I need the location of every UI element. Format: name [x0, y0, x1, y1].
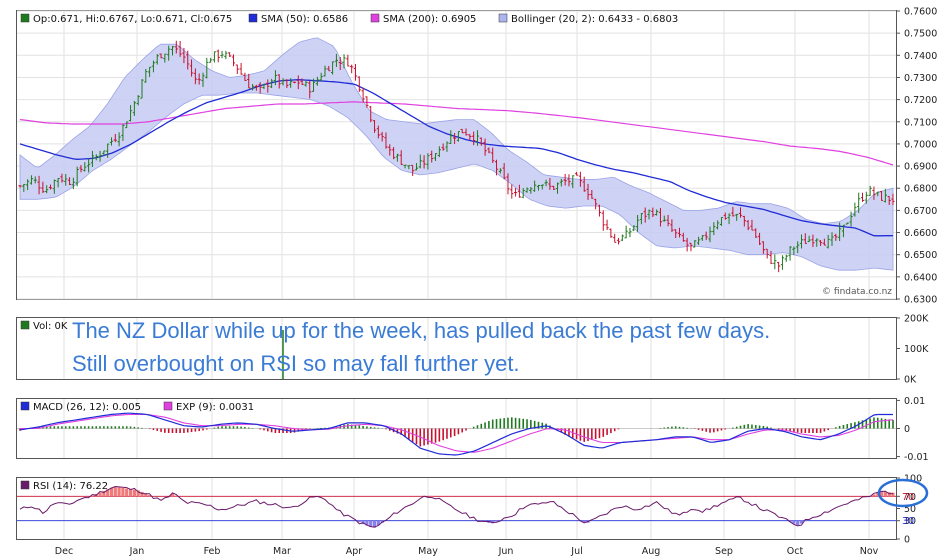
price-tick-label: 0.6500 — [904, 250, 937, 261]
price-tick-label: 0.6900 — [904, 162, 937, 173]
volume-tick-label: 100K — [904, 344, 929, 355]
ohlc-legend: Op:0.671, Hi:0.6767, Lo:0.671, Cl:0.675 — [33, 14, 232, 25]
axis-labels: 0.7600 0.7500 0.7400 0.7300 0.7200 0.7100 0.70… — [55, 7, 937, 558]
macd-tick-label: 0 — [904, 424, 910, 435]
annotation-line-2: Still overbought on RSI so may fall furt… — [72, 351, 520, 376]
rsi-series — [17, 485, 896, 528]
price-tick-label: 0.7600 — [904, 7, 937, 18]
macd-tick-label: -0.01 — [904, 452, 929, 463]
month-label: Jun — [498, 546, 514, 557]
sma50-legend-swatch — [248, 13, 258, 23]
volume-panel — [16, 317, 897, 380]
price-tick-label: 0.7400 — [904, 51, 937, 62]
sma50-line — [19, 79, 894, 237]
exp-signal-line — [20, 413, 894, 453]
month-label: Mar — [273, 546, 291, 557]
month-label: Feb — [204, 546, 221, 557]
sma200-legend-swatch — [370, 13, 380, 23]
rsi-70-marker-label: 70 — [902, 492, 914, 503]
month-label: Jan — [129, 546, 145, 557]
month-label: Aug — [642, 546, 661, 557]
sma50-legend: SMA (50): 0.6586 — [261, 14, 348, 25]
rsi-tick-label: 50 — [904, 504, 916, 515]
rsi-legend-swatch — [20, 480, 30, 490]
volume-legend-swatch — [20, 320, 30, 330]
price-tick-label: 0.6600 — [904, 228, 937, 239]
macd-tick-label: 0.01 — [904, 396, 925, 407]
price-tick-label: 0.6800 — [904, 184, 937, 195]
macd-line — [19, 412, 893, 456]
month-label: Oct — [787, 546, 804, 557]
bollinger-legend-swatch — [498, 13, 508, 23]
sma200-legend: SMA (200): 0.6905 — [383, 14, 476, 25]
bollinger-bands — [19, 37, 894, 271]
volume-tick-label: 200K — [904, 314, 929, 325]
price-tick-label: 0.7100 — [904, 117, 937, 128]
month-label: May — [418, 546, 438, 557]
rsi-highlight-circle — [877, 478, 929, 508]
month-label: Nov — [860, 546, 879, 557]
macd-series — [17, 412, 896, 456]
watermark: © findata.co.nz — [822, 287, 892, 297]
month-label: Dec — [55, 546, 73, 557]
rsi-tick-label: 0 — [904, 535, 910, 546]
rsi-tick-label: 100 — [904, 474, 922, 485]
rsi-panel — [16, 477, 897, 540]
price-tick-label: 0.7000 — [904, 139, 937, 150]
exp-legend-swatch — [163, 401, 173, 411]
rsi-tick-label: 30 — [904, 516, 916, 527]
rsi-line — [19, 485, 894, 528]
price-tick-label: 0.6300 — [904, 295, 937, 306]
rsi-30-marker-label: 30 — [902, 516, 914, 527]
candlesticks — [18, 40, 895, 273]
annotation-line-1: The NZ Dollar while up for the week, has… — [72, 318, 771, 343]
exp-legend: EXP (9): 0.0031 — [176, 402, 254, 413]
price-tick-label: 0.6400 — [904, 272, 937, 283]
macd-legend-swatch — [20, 401, 30, 411]
month-label: Jul — [570, 546, 582, 557]
macd-legend: MACD (26, 12): 0.005 — [33, 402, 141, 413]
price-tick-label: 0.7200 — [904, 95, 937, 106]
rsi-overbought-fill — [90, 486, 895, 497]
price-tick-label: 0.6700 — [904, 206, 937, 217]
month-label: Sep — [715, 546, 733, 557]
bollinger-legend: Bollinger (20, 2): 0.6433 - 0.6803 — [511, 14, 678, 25]
bollinger-band — [19, 37, 894, 271]
month-label: Apr — [346, 546, 363, 557]
price-tick-label: 0.7500 — [904, 29, 937, 40]
sma200-line — [19, 101, 894, 166]
rsi-legend: RSI (14): 76.22 — [33, 481, 108, 492]
volume-legend: Vol: 0K — [33, 321, 68, 332]
volume-tick-label: 0K — [904, 375, 917, 386]
price-legend: Op:0.671, Hi:0.6767, Lo:0.671, Cl:0.675 … — [20, 13, 678, 25]
moving-average-lines — [19, 79, 894, 237]
price-tick-label: 0.7300 — [904, 73, 937, 84]
ohlc-legend-swatch — [20, 13, 30, 23]
rsi-tick-label: 70 — [904, 492, 916, 503]
